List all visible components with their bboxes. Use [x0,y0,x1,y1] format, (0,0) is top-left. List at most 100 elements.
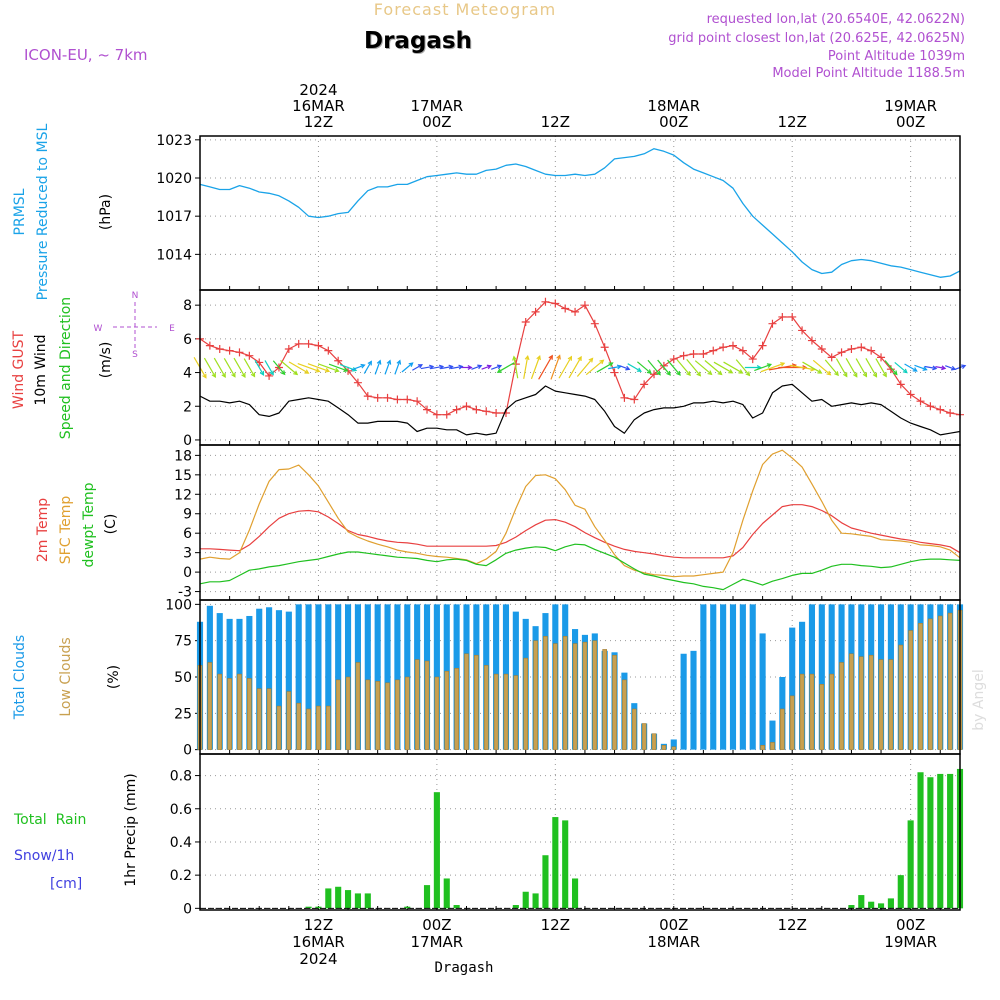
gust-marker [580,301,589,310]
wind-arrow [884,360,898,375]
gust-marker [728,341,737,350]
low-cloud-bar [483,665,489,750]
rain-bar [947,773,954,909]
gust-marker [284,344,293,353]
gust-marker [610,368,619,377]
rain-bar [858,895,865,909]
low-cloud-bar [849,653,854,750]
wind-arrow [538,355,553,380]
y-tick-label: 15 [174,468,192,484]
wind-arrow [523,356,529,379]
y-tick-label: 0.4 [170,835,192,851]
bottom-time-label: 00Z [422,916,451,934]
wind-arrow-head [334,367,340,373]
wind-arrow-head [269,370,274,376]
chart-title: Forecast Meteogram [374,0,556,19]
wind-arrow [272,360,286,375]
temp-ylabel-1: 2m Temp [35,498,51,562]
top-time-label: 00Z [896,113,925,131]
rain-bar [937,773,944,909]
wind-arrow-head [853,372,858,378]
low-cloud-bar [829,673,834,750]
grid-lines [200,136,960,290]
gust-marker [324,346,333,355]
gust-marker [225,346,234,355]
wind-arrow-head [293,370,299,376]
low-cloud-bar [424,660,430,750]
wind-arrow [637,361,652,374]
low-cloud-bar [868,654,874,750]
gust-marker [383,393,392,402]
wind-arrow-head [448,364,454,370]
gust-marker [817,344,826,353]
low-cloud-bar [454,668,459,750]
gust-marker [659,361,668,370]
gust-marker [551,299,560,308]
wind-arrow [288,361,309,374]
wind-arrow [845,358,858,377]
total-cloud-bar [769,720,776,750]
wind-ylabel-4: (m/s) [98,342,114,379]
gust-marker [630,395,639,404]
pressure-ylabel-1: PRMSL [12,188,28,235]
snow-label: Snow/1h [14,848,74,864]
location-title: Dragash [364,28,472,54]
rain-bar [552,817,559,909]
gust-marker [946,408,955,417]
wind-arrow [802,361,822,374]
wind-arrow-head [766,363,773,368]
top-time-label: 12Z [304,113,333,131]
wind-arrow-head [834,371,839,377]
precip-ylabel: 1hr Precip (mm) Total Rain Snow/1h [cm] [13,773,139,892]
temp-ylabel-4: (C) [103,514,119,535]
top-time-label: 18MAR [647,97,700,115]
wind-arrow-head [686,371,691,377]
low-cloud-bar [474,654,479,750]
wind-arrow [585,359,604,376]
wind-ylabel-1: Wind GUST [11,330,27,409]
gust-marker [245,351,254,360]
rain-bar [897,875,904,909]
total-cloud-bar [670,739,677,750]
wind-arrow [723,361,743,374]
wind-arrow-head [932,365,938,371]
bottom-time-label: 12Z [304,916,333,934]
rain-bar [443,878,450,909]
low-cloud-bar [839,662,844,750]
wind-arrow-head [259,370,265,376]
y-tick-label: 6 [183,332,192,348]
wind-ylabel: Wind GUST 10m Wind Speed and Direction (… [11,291,175,439]
total-cloud-bar [305,604,312,750]
wind-arrow-head [524,354,530,361]
low-cloud-bar [296,702,302,750]
low-cloud-bar [513,675,519,750]
total-cloud-bar [700,604,707,750]
rain-bar [364,893,371,909]
wind-arrow [627,363,642,372]
wind-arrow [223,358,236,377]
low-cloud-bar [908,630,913,750]
grid-lines [200,754,960,910]
bottom-time-label: 17MAR [411,933,464,951]
clouds-ylabel-2: Low Clouds [58,637,74,716]
wind-arrow [608,365,621,370]
wind-arrow [328,363,348,372]
low-cloud-bar [365,679,371,750]
wind-arrow-head [304,369,310,374]
rain-bar [335,886,342,909]
wind-arrow-head [872,372,878,378]
low-cloud-bar [503,673,509,750]
low-cloud-bar [523,657,529,750]
wind-arrow-head [512,355,517,361]
low-cloud-bar [286,691,292,750]
wind-arrow-head [738,369,744,374]
wind-arrow [491,365,502,370]
gust-marker [521,318,530,327]
y-tick-label: 3 [183,546,192,562]
low-cloud-bar [247,678,252,750]
rain-bar [542,855,549,909]
bottom-time-label: 2024 [299,950,337,968]
wind-arrow-head [656,370,661,376]
wind-arrow-head [791,363,797,369]
rain-bar [404,906,411,909]
